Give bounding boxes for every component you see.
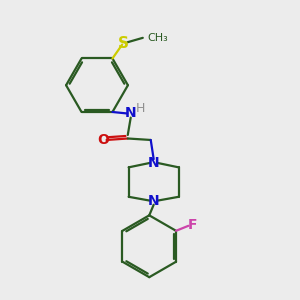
- Text: N: N: [125, 106, 136, 121]
- Text: O: O: [97, 133, 109, 147]
- Text: H: H: [135, 102, 145, 115]
- Text: S: S: [118, 36, 129, 51]
- Text: N: N: [148, 156, 160, 170]
- Text: F: F: [188, 218, 198, 232]
- Text: CH₃: CH₃: [147, 33, 168, 43]
- Text: N: N: [148, 194, 160, 208]
